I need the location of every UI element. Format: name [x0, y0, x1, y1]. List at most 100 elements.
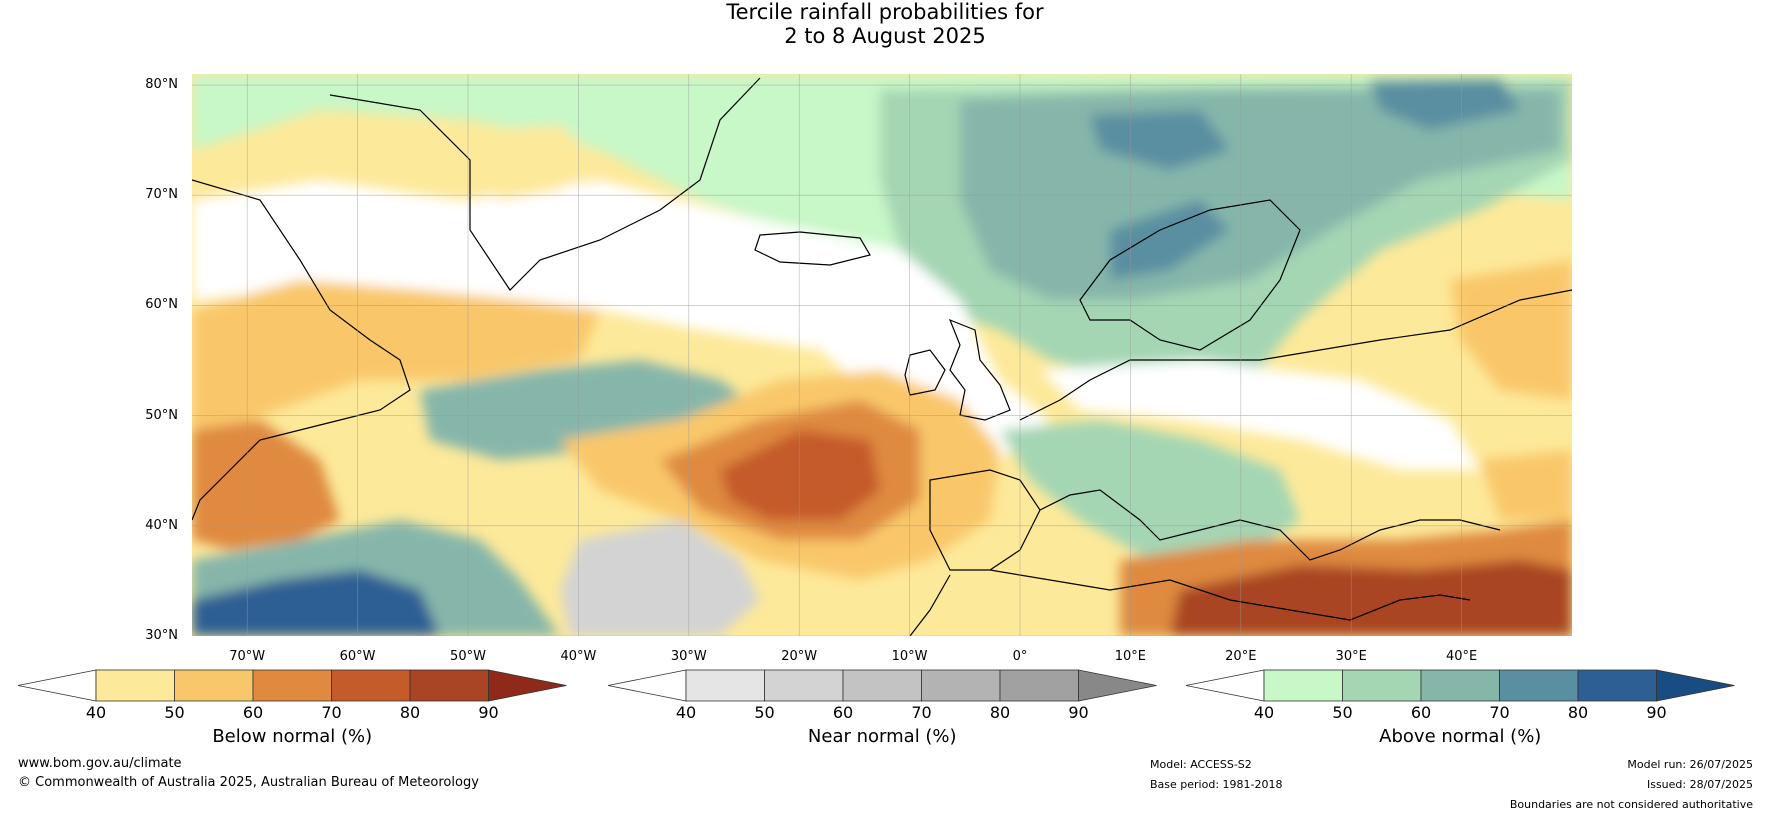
longitude-label: 20°W [781, 649, 818, 664]
colorbar-segment [1499, 669, 1579, 702]
ireland-coast [904, 349, 946, 396]
colorbar-tick-label: 50 [1332, 703, 1353, 722]
colorbar-right-extension [1656, 669, 1735, 702]
longitude-label: 10°E [1114, 649, 1147, 664]
iceland-coast [754, 231, 871, 266]
probability-field [192, 74, 1572, 636]
britain-coast [948, 318, 1011, 421]
colorbar-segment [409, 669, 489, 702]
below-normal-atlantic-core [720, 430, 880, 520]
colorbar-tick-label: 90 [1646, 703, 1667, 722]
colorbar-tick-label: 50 [164, 703, 185, 722]
below-normal-russia [1450, 260, 1572, 400]
colorbar-segment [764, 669, 844, 702]
longitude-label: 10°W [891, 649, 928, 664]
below-normal-north-africa-core [1170, 560, 1572, 636]
colorbars [17, 669, 1735, 702]
colorbar-segment [685, 669, 765, 702]
greenland-coast [329, 77, 761, 291]
footer-base-period: Base period: 1981-2018 [1150, 778, 1283, 791]
mediterranean-north-coast [1039, 489, 1501, 561]
colorbar-segment [252, 669, 332, 702]
longitude-label: 50°W [450, 649, 486, 664]
colorbar-title: Below normal (%) [212, 726, 373, 747]
colorbar-tick-label: 80 [989, 703, 1011, 722]
footer-disclaimer: Boundaries are not considered authoritat… [1509, 798, 1753, 811]
footer-model: Model: ACCESS-S2 [1150, 758, 1252, 771]
colorbar-segment [1420, 669, 1500, 702]
colorbar-segment [331, 669, 411, 702]
footer-issued: Issued: 28/07/2025 [1646, 778, 1753, 791]
colorbar-segment [1342, 669, 1422, 702]
latitude-label: 40°N [145, 517, 178, 533]
colorbar-right-extension [488, 669, 567, 702]
longitude-label: 70°W [229, 649, 266, 664]
longitude-label: 20°E [1225, 649, 1257, 664]
below-normal-us-east [192, 420, 340, 550]
colorbar-left-extension [607, 669, 687, 702]
colorbar-title: Above normal (%) [1379, 726, 1542, 747]
latitude-label: 30°N [145, 628, 178, 643]
near-normal-mid-atlantic [192, 180, 1050, 460]
colorbar-tick-label: 60 [832, 703, 854, 722]
colorbar-tick-label: 40 [1253, 703, 1275, 722]
colorbar-right-extension [1078, 669, 1157, 702]
longitude-label: 40°W [560, 649, 597, 664]
longitude-label: 60°W [339, 649, 376, 664]
colorbar-segment [1577, 669, 1657, 702]
colorbar-tick-label: 80 [1567, 703, 1589, 722]
colorbar-title: Near normal (%) [807, 726, 957, 747]
colorbar-tick-label: 60 [242, 703, 264, 722]
colorbar-tick-label: 70 [911, 703, 932, 722]
latitude-label: 80°N [145, 77, 178, 93]
latitude-label: 50°N [145, 407, 178, 423]
above-normal-central-europe [1000, 420, 1300, 560]
longitude-label: 0° [1012, 649, 1028, 664]
title-line-1: Tercile rainfall probabilities for [726, 0, 1044, 24]
colorbar-segment [921, 669, 1001, 702]
colorbar-segment [1263, 669, 1343, 702]
europe-north-coast [1019, 289, 1572, 421]
above-normal-norway-sea [1090, 110, 1230, 170]
colorbar-left-extension [1185, 669, 1265, 702]
colorbar-tick-label: 60 [1410, 703, 1432, 722]
footer-model-run: Model run: 26/07/2025 [1627, 758, 1753, 771]
colorbar-tick-label: 40 [85, 703, 107, 722]
scandinavia-coast [1079, 199, 1301, 351]
colorbar-tick-label: 80 [399, 703, 421, 722]
west-africa-coast [909, 574, 951, 636]
below-normal-greenland-south [470, 125, 600, 200]
colorbar-tick-label: 70 [1489, 703, 1510, 722]
above-normal-subtropical-core [192, 570, 440, 636]
longitude-label: 30°W [670, 649, 707, 664]
above-normal-barents [1370, 78, 1520, 130]
latitude-label: 70°N [145, 187, 178, 203]
labrador-coast [192, 179, 411, 521]
colorbar-segment [842, 669, 922, 702]
colorbar-tick-label: 50 [754, 703, 775, 722]
colorbar-left-extension [17, 669, 97, 702]
footer-copyright: © Commonwealth of Australia 2025, Austra… [18, 775, 479, 790]
latitude-label: 60°N [145, 297, 178, 313]
title-line-2: 2 to 8 August 2025 [784, 24, 986, 48]
north-africa-coast [989, 569, 1471, 621]
map-title: Tercile rainfall probabilities for 2 to … [0, 0, 1770, 48]
graticule [192, 74, 1572, 636]
colorbar-tick-label: 40 [675, 703, 697, 722]
longitude-label: 40°E [1445, 649, 1478, 664]
below-normal-labrador [192, 280, 600, 440]
colorbar-segment [95, 669, 175, 702]
near-normal-azores [560, 520, 760, 636]
colorbar-segment [174, 669, 254, 702]
near-normal-europe [1040, 360, 1480, 470]
colorbar-tick-label: 70 [321, 703, 342, 722]
coastlines [192, 77, 1572, 636]
colorbar-tick-label: 90 [478, 703, 499, 722]
colorbar-tick-label: 90 [1068, 703, 1089, 722]
longitude-label: 30°E [1335, 649, 1367, 664]
footer-website[interactable]: www.bom.gov.au/climate [18, 756, 182, 771]
above-normal-norway-coast [1110, 200, 1230, 280]
colorbar-segment [999, 669, 1079, 702]
below-normal-middle-east [1480, 450, 1572, 520]
